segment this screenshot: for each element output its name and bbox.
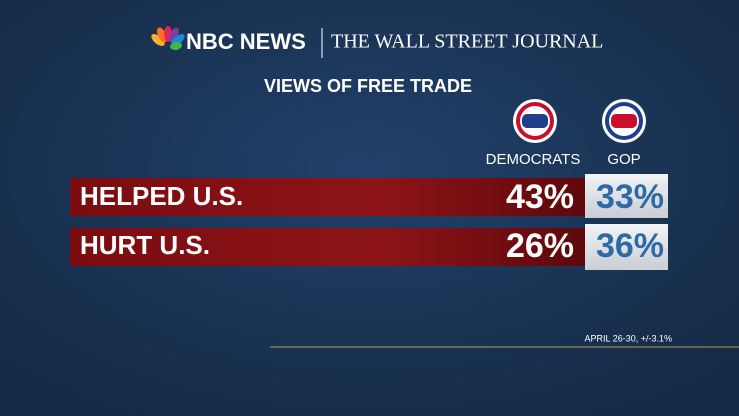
chart-title: VIEWS OF FREE TRADE xyxy=(264,76,472,96)
row-band xyxy=(70,178,585,216)
row-label: HELPED U.S. xyxy=(80,181,243,211)
brand-nbc: NBC NEWS xyxy=(186,29,306,54)
footnote: APRIL 26-30, +/-3.1% xyxy=(585,333,672,343)
gop-value: 33% xyxy=(596,178,664,216)
dem-value: 43% xyxy=(506,178,574,216)
column-header: GOP xyxy=(607,151,640,168)
dem-value: 26% xyxy=(506,227,574,265)
gop-cell xyxy=(585,224,668,270)
brand-wsj: THE WALL STREET JOURNAL xyxy=(331,31,603,53)
democrat-logo xyxy=(513,99,557,143)
gop-value: 36% xyxy=(596,227,664,265)
gop-cell xyxy=(585,174,668,218)
gop-logo xyxy=(602,99,646,143)
nbc-logo xyxy=(151,26,185,51)
row-label: HURT U.S. xyxy=(80,230,210,260)
column-header: DEMOCRATS xyxy=(486,151,581,168)
row-band xyxy=(70,228,585,266)
